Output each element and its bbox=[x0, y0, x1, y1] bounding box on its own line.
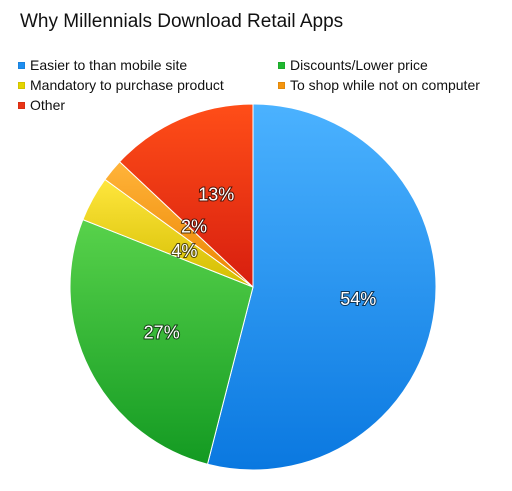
pie-data-label-2: 4% bbox=[171, 241, 197, 261]
pie-slice-0 bbox=[206, 103, 437, 471]
legend-swatch-easier bbox=[18, 61, 25, 69]
legend-item-easier: Easier to than mobile site bbox=[18, 56, 187, 74]
legend-swatch-discounts bbox=[278, 61, 285, 69]
legend-label-other: Other bbox=[30, 97, 66, 113]
pie-data-label-4: 13% bbox=[198, 185, 234, 205]
pie-data-label-1: 27% bbox=[144, 322, 180, 342]
legend-label-easier: Easier to than mobile site bbox=[30, 57, 188, 73]
legend-label-shop-offline: To shop while not on computer bbox=[290, 77, 480, 93]
legend-label-mandatory: Mandatory to purchase product bbox=[30, 77, 224, 93]
legend-item-mandatory: Mandatory to purchase product bbox=[18, 76, 224, 94]
legend-item-other: Other bbox=[18, 96, 65, 114]
legend: Easier to than mobile site Discounts/Low… bbox=[18, 56, 498, 116]
pie-data-label-0: 54% bbox=[340, 289, 376, 309]
pie-slice-1 bbox=[69, 218, 254, 465]
pie-data-labels: 54% 27% 4% 2% 13% bbox=[143, 184, 378, 344]
legend-swatch-other bbox=[18, 101, 25, 109]
legend-swatch-shop-offline bbox=[278, 81, 285, 89]
legend-item-discounts: Discounts/Lower price bbox=[278, 56, 428, 74]
legend-item-shop-offline: To shop while not on computer bbox=[278, 76, 480, 94]
chart-title: Why Millennials Download Retail Apps bbox=[20, 11, 344, 32]
pie-data-label-3: 2% bbox=[181, 216, 207, 236]
pie-slices bbox=[69, 103, 437, 471]
pie-slice-4 bbox=[118, 103, 254, 289]
legend-label-discounts: Discounts/Lower price bbox=[290, 57, 428, 73]
legend-swatch-mandatory bbox=[18, 81, 25, 89]
